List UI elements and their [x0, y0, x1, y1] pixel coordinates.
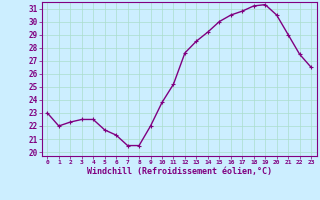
X-axis label: Windchill (Refroidissement éolien,°C): Windchill (Refroidissement éolien,°C): [87, 167, 272, 176]
